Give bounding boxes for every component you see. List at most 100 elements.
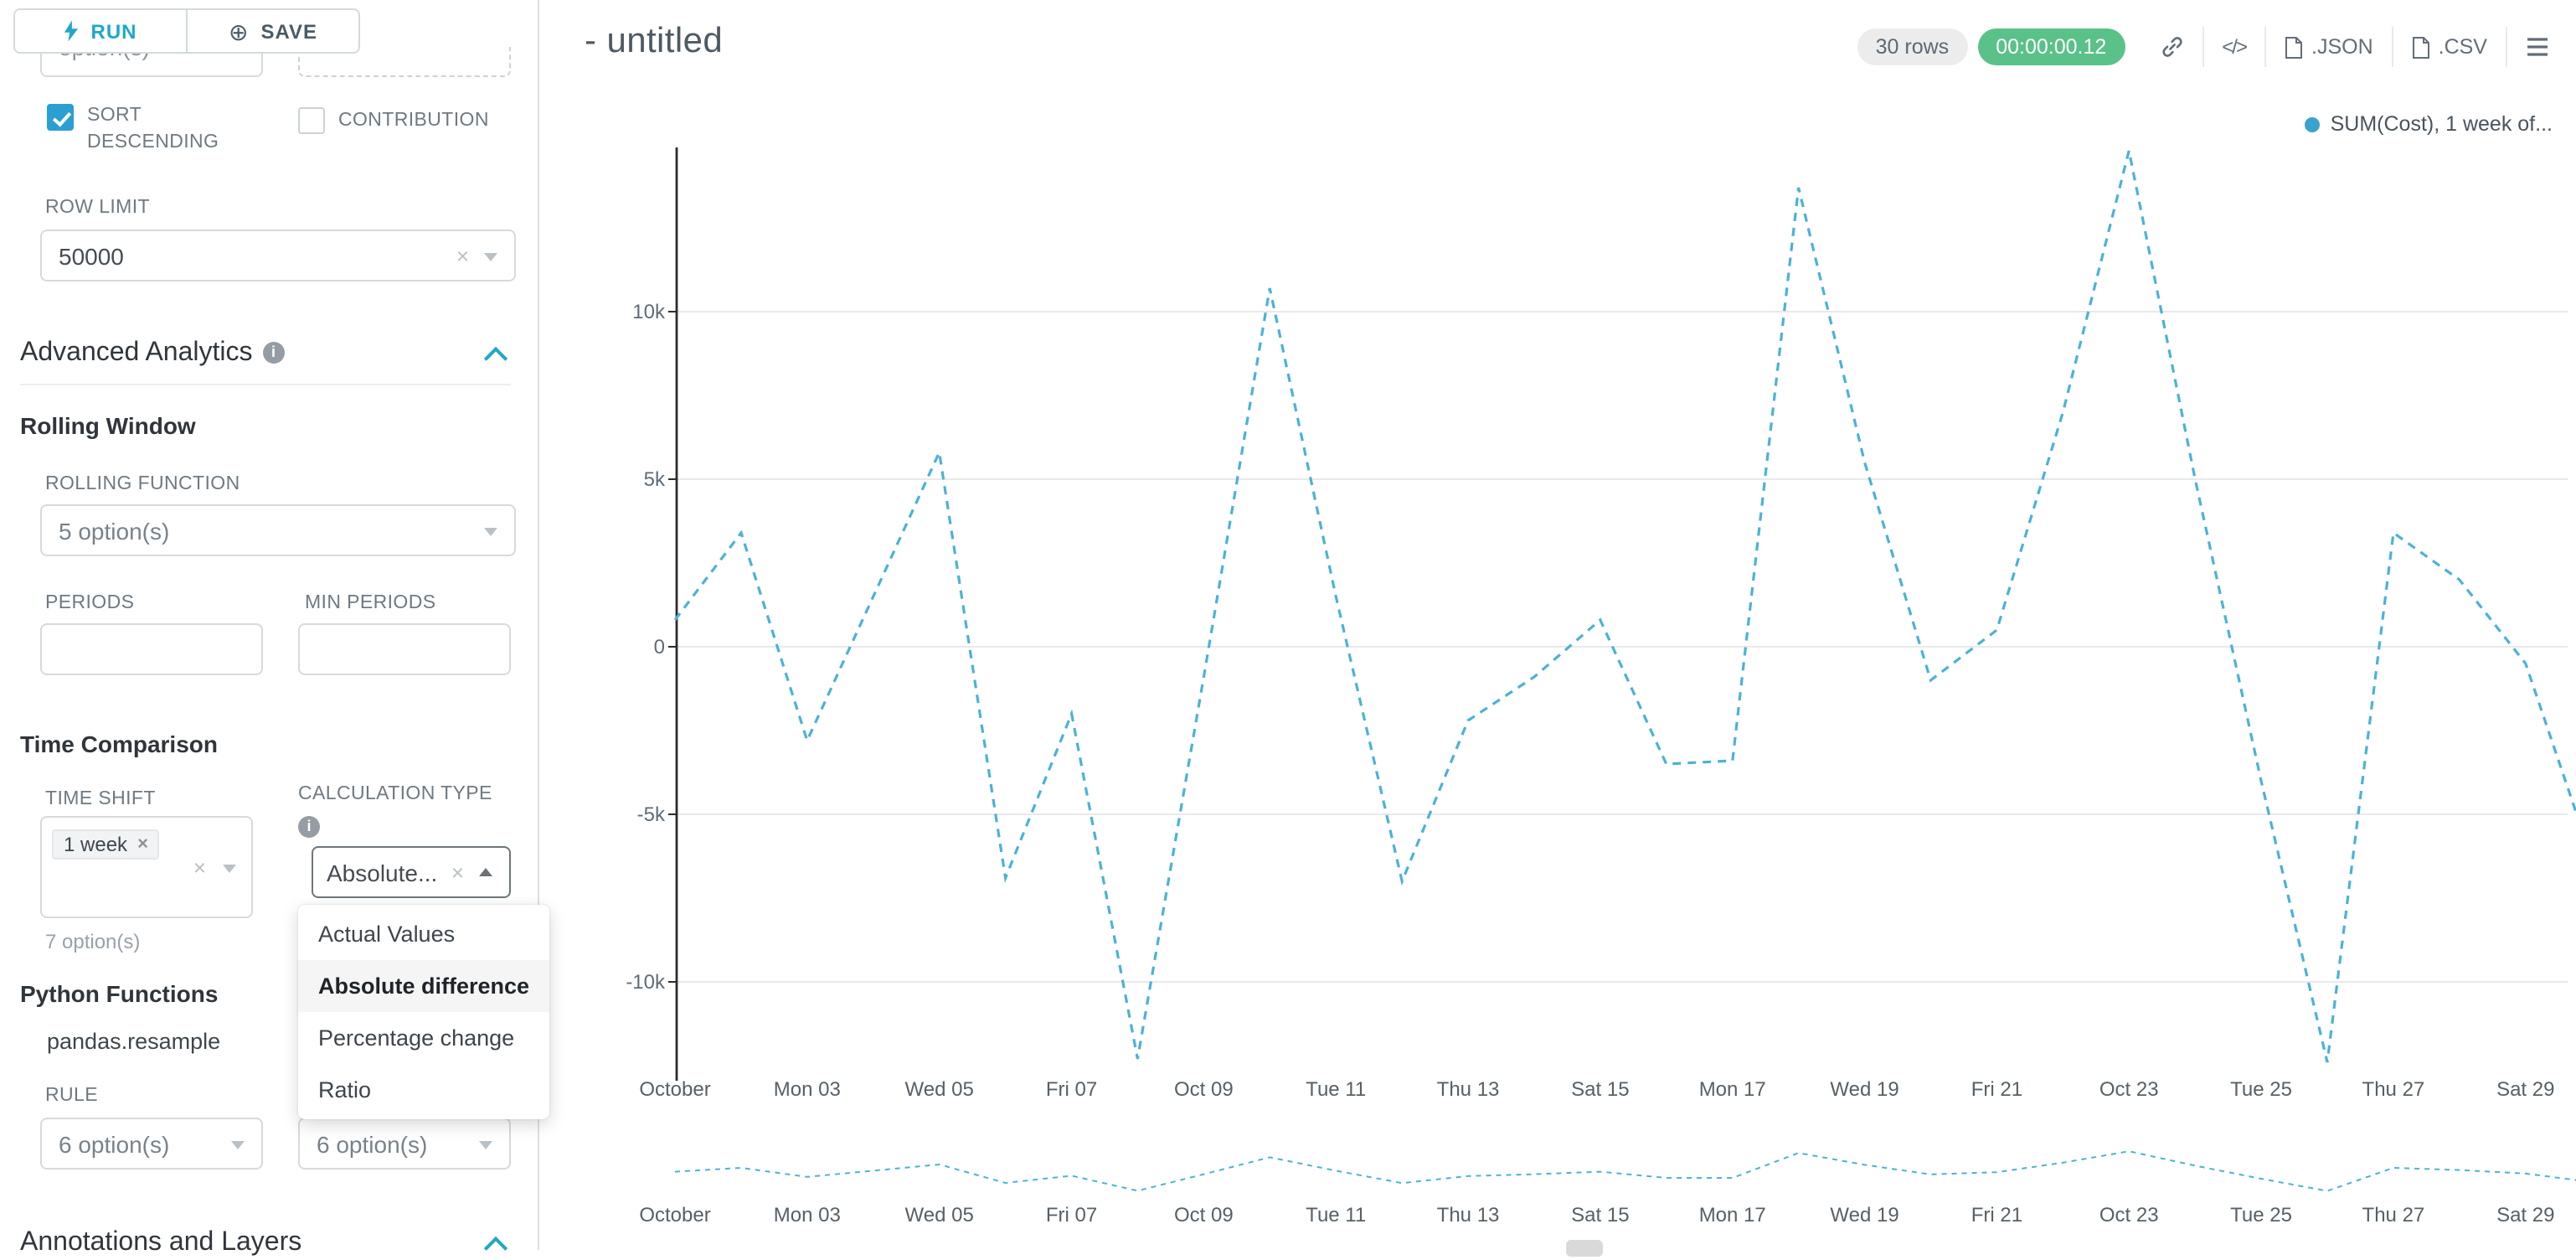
option-percentage-change[interactable]: Percentage change [318,1025,515,1051]
time-shift-select[interactable]: 1 week × × [40,816,253,918]
option-actual-values[interactable]: Actual Values [318,922,456,947]
bolt-icon [64,20,79,42]
contribution-label: CONTRIBUTION [338,111,489,131]
section-divider [20,384,511,385]
run-save-group: RUN ⊕ SAVE [13,8,360,54]
min-periods-label: MIN PERIODS [305,593,436,613]
gridlines: 10k 5k 0 -5k -10k [626,301,2568,994]
rolling-function-value: 5 option(s) [59,517,170,544]
info-icon [262,342,285,364]
x-tick-label: October [639,1078,710,1101]
python-functions-title: Python Functions [20,980,219,1007]
mini-x-tick-label: Thu 27 [2362,1204,2425,1226]
export-json-button[interactable]: .JSON [2264,27,2392,67]
contribution-checkbox[interactable] [298,107,325,134]
x-tick-label: Thu 27 [2362,1078,2425,1101]
calculation-type-select[interactable]: Absolute... × [312,846,511,898]
link-icon [2161,37,2182,57]
time-comparison-title: Time Comparison [20,731,218,757]
info-icon [298,816,320,838]
resample-method-select[interactable]: 6 option(s) [298,1118,511,1170]
export-csv-button[interactable]: .CSV [2391,27,2506,67]
code-icon: </> [2222,35,2248,59]
min-periods-input[interactable] [298,623,511,675]
x-tick-label: Wed 05 [905,1078,974,1101]
rolling-function-select[interactable]: 5 option(s) [40,504,516,556]
x-tick-label: Oct 23 [2099,1078,2159,1101]
resample-method-value: 6 option(s) [317,1130,428,1157]
rule-label: RULE [45,1086,98,1106]
y-tick-label: -5k [637,803,666,826]
legend-dot-icon [2305,116,2321,132]
time-shift-label: TIME SHIFT [45,789,156,809]
header-controls: 30 rows 00:00:00.12 </> .JSON [1857,25,2568,69]
sort-descending-label: SORT DESCENDING [87,106,219,152]
chart-legend[interactable]: SUM(Cost), 1 week of... [2305,112,2553,136]
time-shift-tag-label: 1 week [64,833,128,856]
rule-select[interactable]: 6 option(s) [40,1118,263,1170]
x-tick-label: Thu 13 [1437,1078,1500,1101]
clear-icon[interactable]: × [193,854,206,880]
x-tick-label: Sat 15 [1571,1078,1629,1101]
chevron-down-icon [484,527,497,535]
option-ratio[interactable]: Ratio [318,1077,372,1102]
rolling-function-label: ROLLING FUNCTION [45,474,240,494]
hamburger-icon [2527,38,2548,56]
row-limit-select[interactable]: 50000 × [40,230,516,281]
clear-icon[interactable]: × [451,859,464,885]
view-query-button[interactable]: </> [2202,27,2264,67]
chevron-down-icon [479,1140,492,1149]
chevron-up-icon [479,867,492,875]
mini-x-tick-label: Tue 11 [1306,1204,1366,1226]
run-label: RUN [90,19,137,43]
row-limit-label: ROW LIMIT [45,198,150,218]
chevron-down-icon [231,1140,245,1149]
sort-descending-checkbox[interactable] [47,104,74,131]
periods-label: PERIODS [45,593,135,613]
x-tick-label: Tue 25 [2230,1078,2292,1101]
option-absolute-difference[interactable]: Absolute difference [298,960,549,1012]
menu-button[interactable] [2506,27,2568,67]
mini-x-tick-label: Mon 03 [774,1204,841,1226]
time-shift-helper: 7 option(s) [45,930,141,953]
chevron-down-icon [484,252,497,261]
calculation-type-dropdown: Actual Values Absolute difference Percen… [298,905,549,1119]
annotations-header[interactable]: Annotations and Layers [20,1228,301,1258]
run-button[interactable]: RUN [15,10,186,52]
x-tick-label: Tue 11 [1306,1078,1366,1101]
advanced-analytics-header[interactable]: Advanced Analytics [20,338,285,369]
mini-x-tick-label: Fri 21 [1971,1204,2022,1226]
control-panel: option(s) RUN ⊕ SAVE SORT DESCENDING CON… [0,0,549,1260]
file-icon [2285,36,2302,58]
collapse-chevron-icon[interactable] [483,1236,508,1260]
mini-x-tick-label: October [639,1204,710,1226]
collapse-chevron-icon[interactable] [483,346,508,371]
mini-series-line [674,1150,2576,1192]
timeseries-chart[interactable]: 10k 5k 0 -5k -10k October Mon 03 Wed 05 Fri 07 Oc… [541,0,2576,1250]
mini-x-tick-label: Oct 09 [1174,1204,1234,1226]
x-tick-label: Wed 19 [1830,1078,1899,1101]
save-button[interactable]: ⊕ SAVE [186,10,358,52]
mini-x-tick-label: Wed 05 [905,1204,974,1226]
mini-x-tick-label: Sat 15 [1571,1204,1629,1226]
file-icon [2412,36,2429,58]
rule-value: 6 option(s) [59,1130,170,1157]
y-tick-label: 10k [632,301,666,323]
mini-x-tick-label: Fri 07 [1046,1204,1097,1226]
rolling-window-title: Rolling Window [20,412,196,439]
link-button[interactable] [2141,27,2202,67]
clear-icon[interactable]: × [456,242,469,268]
mini-x-tick-label: Thu 13 [1437,1204,1500,1226]
mini-x-tick-label: Tue 25 [2230,1204,2292,1226]
csv-label: .CSV [2438,35,2487,59]
periods-input[interactable] [40,623,263,675]
calculation-type-value: Absolute... [327,859,438,886]
row-limit-value: 50000 [59,242,124,269]
row-count-badge: 30 rows [1857,28,1968,65]
mini-x-tick-label: Mon 17 [1699,1204,1766,1226]
time-shift-tag: 1 week × [52,829,160,860]
mini-x-tick-label: Wed 19 [1830,1204,1899,1226]
remove-tag-icon[interactable]: × [137,834,148,855]
y-tick-label: -10k [626,971,666,994]
timer-badge: 00:00:00.12 [1977,28,2125,65]
